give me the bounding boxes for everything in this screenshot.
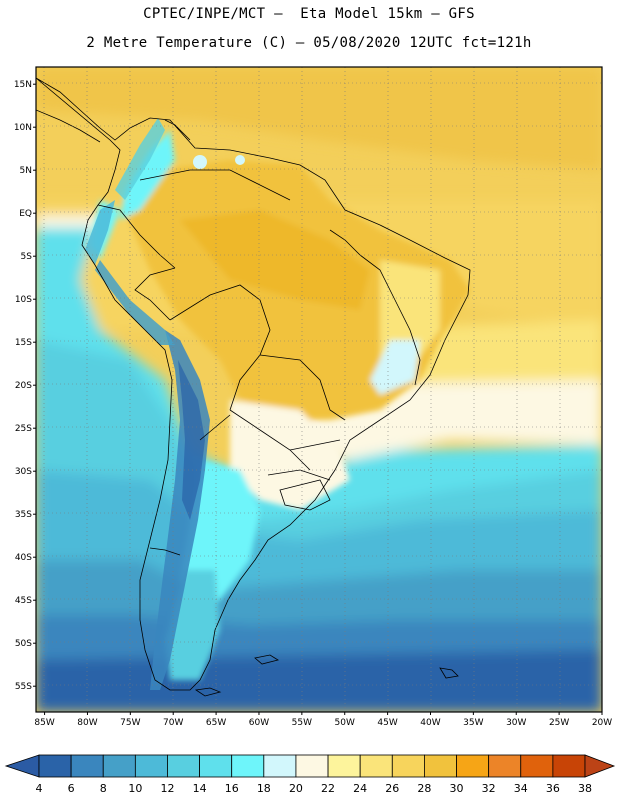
colorbar-swatch: [70, 754, 104, 778]
colorbar-under-arrow: [4, 754, 40, 778]
colorbar-label: 32: [482, 782, 496, 795]
colorbar-label: 22: [321, 782, 335, 795]
colorbar-label: 16: [225, 782, 239, 795]
lat-label: 5S: [21, 252, 33, 262]
lon-label: 20W: [592, 718, 612, 728]
lon-label: 50W: [335, 718, 355, 728]
colorbar-label: 18: [257, 782, 271, 795]
lat-label: 35S: [15, 510, 32, 520]
lat-label: EQ: [19, 209, 32, 219]
lon-label: 85W: [34, 718, 54, 728]
colorbar-swatch: [327, 754, 361, 778]
colorbar-swatch: [199, 754, 233, 778]
colorbar-swatch: [488, 754, 522, 778]
colorbar-swatch: [520, 754, 554, 778]
colorbar-swatch: [552, 754, 586, 778]
colorbar-swatch: [263, 754, 297, 778]
colorbar-swatch: [102, 754, 136, 778]
colorbar-swatch: [391, 754, 425, 778]
lat-label: 40S: [15, 553, 32, 563]
colorbar-label: 6: [68, 782, 75, 795]
colorbar-swatch: [295, 754, 329, 778]
colorbar-swatch: [134, 754, 168, 778]
lat-label: 55S: [15, 682, 32, 692]
lon-label: 70W: [163, 718, 183, 728]
colorbar-label: 38: [578, 782, 592, 795]
lon-label: 30W: [506, 718, 526, 728]
lon-label: 40W: [420, 718, 440, 728]
coastlines-and-borders: [36, 77, 471, 697]
lat-label: 20S: [15, 381, 32, 391]
lon-label: 60W: [249, 718, 269, 728]
lon-label: 45W: [377, 718, 397, 728]
temperature-field: [36, 67, 602, 712]
lon-label: 80W: [77, 718, 97, 728]
lon-label: 75W: [120, 718, 140, 728]
lat-label: 5N: [20, 166, 32, 176]
colorbar-swatch: [359, 754, 393, 778]
colorbar-label: 36: [546, 782, 560, 795]
lat-label: 50S: [15, 639, 32, 649]
lon-label: 35W: [463, 718, 483, 728]
lat-label: 15S: [15, 338, 32, 348]
colorbar: 4 6 8 10 12 14 16 18 20 22 24 26 28 30 32 34 36 38: [4, 754, 616, 795]
lat-label: 25S: [15, 424, 32, 434]
colorbar-label: 30: [450, 782, 464, 795]
lon-label: 25W: [549, 718, 569, 728]
lat-label: 30S: [15, 467, 32, 477]
colorbar-label: 8: [100, 782, 107, 795]
lat-label: 10S: [15, 295, 32, 305]
lon-label: 55W: [292, 718, 312, 728]
map-title-line-1: CPTEC/INPE/MCT – Eta Model 15km – GFS: [143, 6, 475, 22]
colorbar-swatch: [167, 754, 200, 778]
colorbar-swatch: [456, 754, 490, 778]
lat-label: 10N: [14, 123, 32, 133]
colorbar-label: 26: [385, 782, 399, 795]
colorbar-label: 14: [193, 782, 207, 795]
colorbar-swatch: [231, 754, 265, 778]
map-title-line-2: 2 Metre Temperature (C) – 05/08/2020 12U…: [86, 35, 532, 51]
lon-label: 65W: [206, 718, 226, 728]
colorbar-label: 12: [160, 782, 174, 795]
colorbar-swatch: [38, 754, 72, 778]
map-frame: [35, 66, 603, 713]
axis-labels: 15N 10N 5N EQ 5S 10S 15S 20S 25S 30S 35S 40S 45S 50S 5…: [14, 80, 612, 728]
colorbar-label: 4: [36, 782, 43, 795]
colorbar-swatch: [424, 754, 457, 778]
colorbar-label: 20: [289, 782, 303, 795]
colorbar-label: 24: [353, 782, 367, 795]
colorbar-label: 28: [417, 782, 431, 795]
lat-label: 15N: [14, 80, 32, 90]
colorbar-over-arrow: [584, 754, 616, 778]
lat-label: 45S: [15, 596, 32, 606]
colorbar-label: 10: [128, 782, 142, 795]
colorbar-label: 34: [514, 782, 528, 795]
